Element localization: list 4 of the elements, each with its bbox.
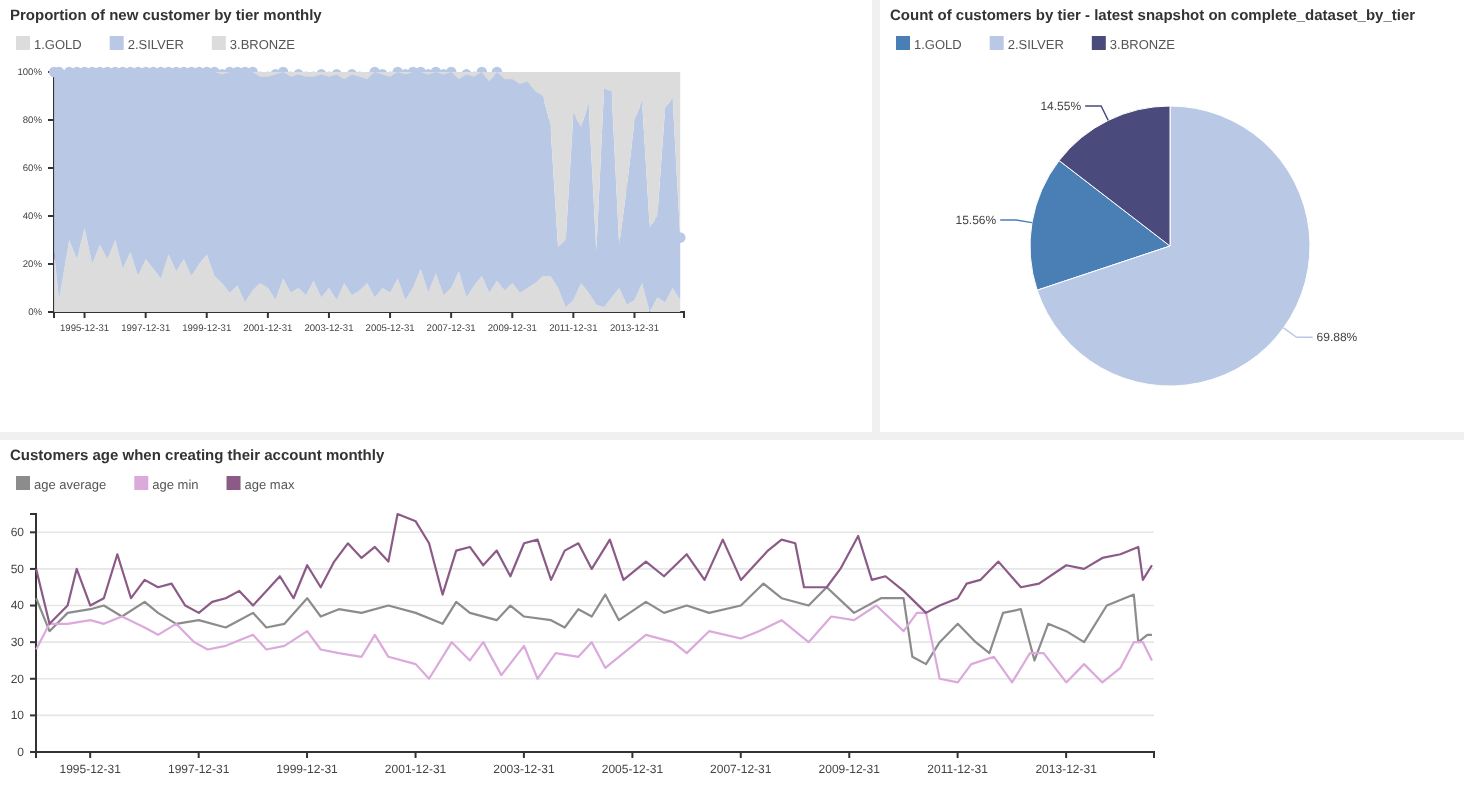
pie-slice — [1036, 105, 1311, 387]
line-series — [35, 604, 1154, 684]
line-series — [35, 512, 1154, 625]
line-series — [35, 582, 1154, 666]
